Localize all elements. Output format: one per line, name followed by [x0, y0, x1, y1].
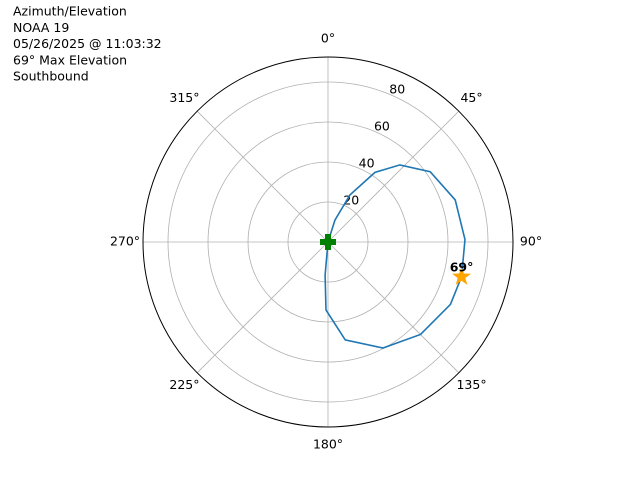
grid-spoke [327, 241, 460, 374]
start-marker [320, 234, 336, 250]
angle-tick-label: 0° [321, 31, 335, 46]
title-line: Azimuth/Elevation [13, 4, 127, 19]
title-line: 69° Max Elevation [13, 52, 127, 67]
angle-tick-label: 45° [460, 90, 482, 105]
max-marker [452, 266, 472, 285]
grid-spoke [327, 110, 460, 243]
max-label: 69° [450, 259, 474, 274]
title-line: 05/26/2025 @ 11:03:32 [13, 36, 162, 51]
title-line: Southbound [13, 69, 89, 84]
angle-tick-label: 270° [110, 234, 140, 249]
grid-spoke [196, 241, 329, 374]
title-line: NOAA 19 [13, 20, 69, 35]
angle-tick-label: 180° [313, 437, 343, 452]
grid-spoke [196, 110, 329, 243]
radial-tick-label: 60 [374, 119, 390, 134]
angle-tick-label: 90° [520, 234, 542, 249]
track-line [324, 164, 466, 349]
radial-tick-label: 80 [389, 82, 405, 97]
angle-tick-label: 135° [456, 377, 486, 392]
polar-frame [142, 56, 514, 428]
radial-tick-label: 20 [343, 193, 359, 208]
radial-tick-label: 40 [359, 156, 375, 171]
angle-tick-label: 315° [169, 90, 199, 105]
angle-tick-label: 225° [169, 377, 199, 392]
